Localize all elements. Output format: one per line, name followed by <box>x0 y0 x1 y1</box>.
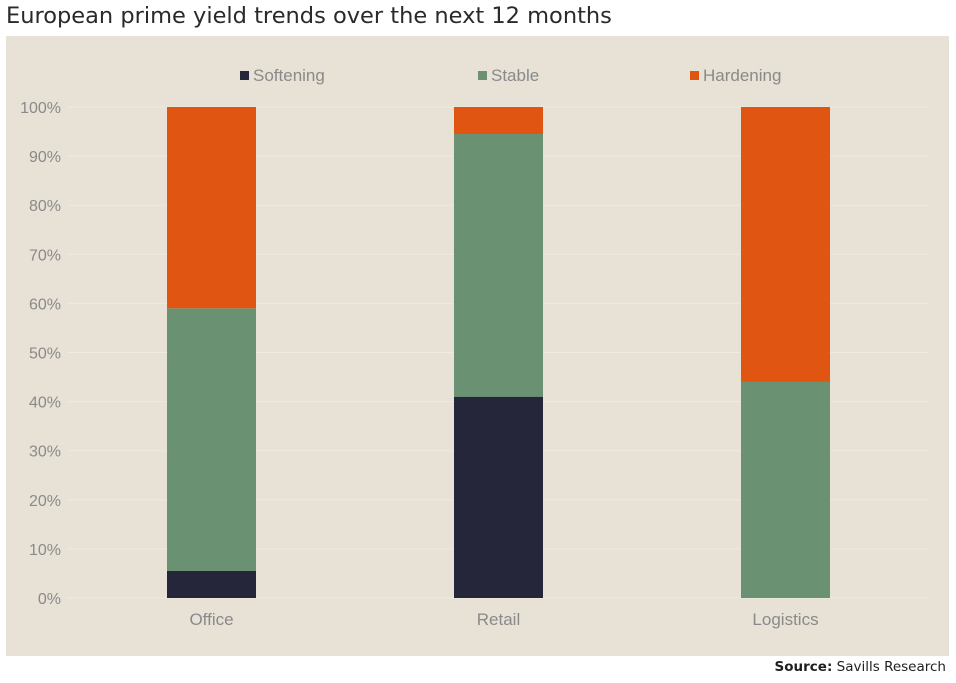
bar-softening-retail <box>454 396 543 598</box>
y-tick-label: 10% <box>29 542 61 559</box>
legend-swatch-stable <box>478 71 487 80</box>
y-axis-ticks: 0% 10% 20% 30% 40% 50% 60% 70% 80% 90% 100% <box>20 100 61 608</box>
y-tick-label: 100% <box>20 100 61 117</box>
legend-swatch-hardening <box>690 71 699 80</box>
y-tick-label: 40% <box>29 395 61 412</box>
legend: Softening Stable Hardening <box>240 66 781 85</box>
y-tick-label: 20% <box>29 493 61 510</box>
bar-hardening-retail <box>454 107 543 135</box>
source-label: Source: <box>774 659 833 675</box>
legend-label-stable: Stable <box>491 66 539 85</box>
y-tick-label: 80% <box>29 198 61 215</box>
legend-label-softening: Softening <box>253 66 325 85</box>
y-tick-label: 50% <box>29 346 61 363</box>
bar-hardening-office <box>167 107 256 309</box>
bar-hardening-logistics <box>741 107 830 382</box>
bar-stable-office <box>167 308 256 571</box>
chart-area: 0% 10% 20% 30% 40% 50% 60% 70% 80% 90% 100% Office… <box>6 36 949 656</box>
y-tick-label: 60% <box>29 296 61 313</box>
y-tick-label: 90% <box>29 149 61 166</box>
source-note: Source: Savills Research <box>775 659 946 675</box>
y-tick-label: 70% <box>29 247 61 264</box>
bar-stable-logistics <box>741 381 830 598</box>
x-tick-label: Logistics <box>752 610 818 629</box>
x-tick-label: Retail <box>477 610 520 629</box>
stacked-bar-chart: 0% 10% 20% 30% 40% 50% 60% 70% 80% 90% 100% Office… <box>20 66 929 629</box>
x-tick-label: Office <box>189 610 233 629</box>
bar-softening-office <box>167 570 256 598</box>
y-tick-label: 30% <box>29 444 61 461</box>
chart-title: European prime yield trends over the nex… <box>6 3 612 29</box>
y-tick-label: 0% <box>38 591 61 608</box>
x-axis-labels: Office Retail Logistics <box>189 610 818 629</box>
bars <box>167 107 830 598</box>
source-text: Savills Research <box>836 659 946 675</box>
legend-label-hardening: Hardening <box>703 66 781 85</box>
bar-stable-retail <box>454 134 543 397</box>
legend-swatch-softening <box>240 71 249 80</box>
